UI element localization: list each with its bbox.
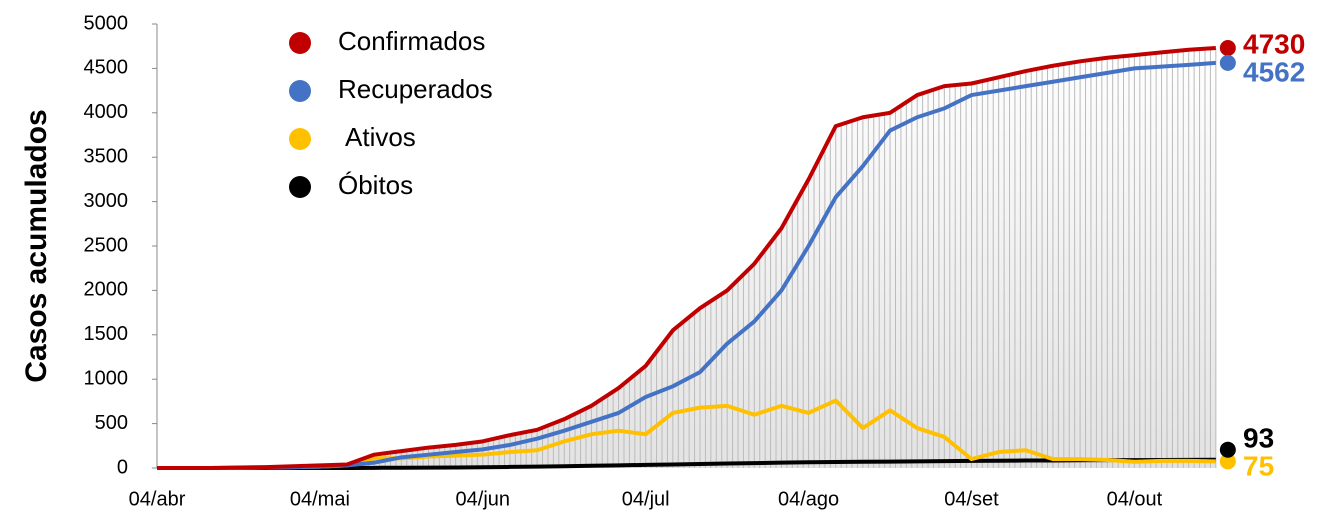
x-tick-label: 04/jun xyxy=(456,488,511,510)
y-tick-label: 1000 xyxy=(84,367,129,389)
y-tick-label: 2500 xyxy=(84,234,129,256)
end-point xyxy=(1219,54,1236,71)
legend-marker xyxy=(289,176,311,198)
y-tick-label: 2000 xyxy=(84,279,129,301)
legend-label: Recuperados xyxy=(338,74,493,104)
area-shade xyxy=(157,47,1216,468)
x-tick-label: 04/abr xyxy=(129,488,186,510)
y-tick-label: 0 xyxy=(117,456,128,478)
legend-label: Confirmados xyxy=(338,26,485,56)
x-tick-label: 04/jul xyxy=(622,488,670,510)
x-tick-label: 04/out xyxy=(1107,488,1163,510)
end-label: 93 xyxy=(1243,422,1274,453)
y-tick-label: 3000 xyxy=(84,190,129,212)
end-point xyxy=(1219,39,1236,56)
y-axis-label: Casos acumulados xyxy=(20,109,53,382)
y-tick-label: 1500 xyxy=(84,323,129,345)
legend-marker xyxy=(289,80,311,102)
end-point xyxy=(1219,453,1236,470)
series-line xyxy=(157,45,1216,470)
y-tick-label: 500 xyxy=(95,412,128,434)
x-tick-label: 04/set xyxy=(944,488,999,510)
y-tick-label: 5000 xyxy=(84,12,129,34)
end-label: 4730 xyxy=(1243,28,1305,59)
legend-marker xyxy=(289,32,311,54)
y-tick-label: 4000 xyxy=(84,101,129,123)
end-label: 4562 xyxy=(1243,56,1305,87)
x-tick-label: 04/ago xyxy=(778,488,839,510)
legend-marker xyxy=(289,128,311,150)
y-tick-label: 3500 xyxy=(84,145,129,167)
end-label: 75 xyxy=(1243,450,1274,481)
x-tick-label: 04/mai xyxy=(290,488,350,510)
legend-label: Ativos xyxy=(345,122,416,152)
end-point xyxy=(1219,441,1236,458)
legend-label: Óbitos xyxy=(338,170,413,200)
y-tick-label: 4500 xyxy=(84,57,129,79)
